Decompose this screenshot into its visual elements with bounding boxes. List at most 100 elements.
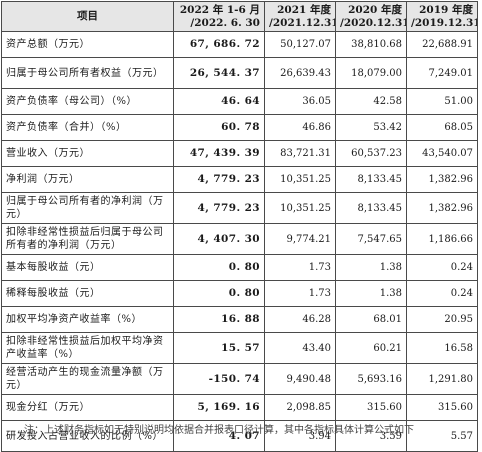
row-value-col-4: 51.00 [406,88,478,115]
table-row: 归属于母公司所有者权益（万元） 26, 544. 37 26,639.43 18,07… [1,57,478,89]
row-value-col-1: 47, 439. 39 [173,140,265,167]
row-label: 营业收入（万元） [1,140,174,167]
table-row: 归属于母公司所有者的净利润（万元） 4, 779. 23 10,351.25 8,13… [1,192,478,224]
header-2022h1: 2022 年 1-6 月/2022. 6. 30 [173,1,265,32]
row-label: 稀释每股收益（元） [1,280,174,307]
row-value-col-3: 68.01 [335,306,407,333]
row-label: 资产负债率（母公司）（%） [1,88,174,115]
row-value-col-3: 315.60 [335,394,407,421]
row-value-col-4: 0.24 [406,254,478,281]
row-value-col-2: 36.05 [264,88,336,115]
row-value-col-2: 2,098.85 [264,394,336,421]
row-value-col-3: 53.42 [335,114,407,141]
row-value-col-3: 42.58 [335,88,407,115]
row-value-col-4: 0.24 [406,280,478,307]
row-value-col-4: 1,382.96 [406,192,478,224]
row-label: 资产总额（万元） [1,31,174,58]
row-value-col-2: 1.73 [264,254,336,281]
row-value-col-3: 8,133.45 [335,166,407,193]
row-value-col-3: 60,537.23 [335,140,407,167]
header-2019: 2019 年度/2019.12.31 [406,1,478,32]
row-value-col-2: 9,490.48 [264,363,336,395]
row-value-col-2: 1.73 [264,280,336,307]
header-2021: 2021 年度/2021.12.31 [264,1,336,32]
row-value-col-2: 46.86 [264,114,336,141]
row-label: 基本每股收益（元） [1,254,174,281]
row-value-col-1: 4, 407. 30 [173,223,265,255]
row-value-col-2: 50,127.07 [264,31,336,58]
table-row: 资产总额（万元） 67, 686. 72 50,127.07 38,810.68 22,… [1,31,478,58]
row-value-col-2: 9,774.21 [264,223,336,255]
row-label: 资产负债率（合并）（%） [1,114,174,141]
header-2019-l2: /2019.12.31 [411,16,478,29]
row-value-col-4: 1,291.80 [406,363,478,395]
header-2020-l1: 2020 年度 [348,3,402,16]
row-value-col-1: 67, 686. 72 [173,31,265,58]
table-row: 扣除非经常性损益后加权平均净资产收益率（%） 15. 57 43.40 60.21 16… [1,332,478,364]
footnote: 注：上述财务指标如无特别说明均依据合并报表口径计算，其中各指标具体计算公式如下 [24,425,414,436]
row-value-col-1: 60. 78 [173,114,265,141]
row-label: 净利润（万元） [1,166,174,193]
row-label: 归属于母公司所有者的净利润（万元） [1,192,174,224]
row-label: 经营活动产生的现金流量净额（万元） [1,363,174,395]
row-value-col-3: 5,693.16 [335,363,407,395]
header-2019-l1: 2019 年度 [419,3,473,16]
row-value-col-2: 46.28 [264,306,336,333]
row-value-col-1: -150. 74 [173,363,265,395]
table-row: 资产负债率（母公司）（%） 46. 64 36.05 42.58 51.00 [1,88,478,115]
row-value-col-3: 38,810.68 [335,31,407,58]
row-label: 加权平均净资产收益率（%） [1,306,174,333]
row-value-col-3: 7,547.65 [335,223,407,255]
row-value-col-4: 16.58 [406,332,478,364]
row-value-col-4: 1,382.96 [406,166,478,193]
row-value-col-4: 68.05 [406,114,478,141]
row-value-col-4: 22,688.91 [406,31,478,58]
table-row: 经营活动产生的现金流量净额（万元） -150. 74 9,490.48 5,693.1… [1,363,478,395]
row-value-col-3: 60.21 [335,332,407,364]
table-row: 资产负债率（合并）（%） 60. 78 46.86 53.42 68.05 [1,114,478,141]
table-header-row: 项目 2022 年 1-6 月/2022. 6. 30 2021 年度/2021… [1,1,478,32]
row-value-col-4: 20.95 [406,306,478,333]
table-row: 营业收入（万元） 47, 439. 39 83,721.31 60,537.23 43,… [1,140,478,167]
table-row: 稀释每股收益（元） 0. 80 1.73 1.38 0.24 [1,280,478,307]
row-value-col-4: 5.57 [406,420,478,452]
table-row: 基本每股收益（元） 0. 80 1.73 1.38 0.24 [1,254,478,281]
row-value-col-4: 315.60 [406,394,478,421]
row-label: 现金分红（万元） [1,394,174,421]
row-value-col-1: 0. 80 [173,280,265,307]
row-label: 归属于母公司所有者权益（万元） [1,57,174,89]
row-value-col-1: 4, 779. 23 [173,192,265,224]
row-value-col-4: 43,540.07 [406,140,478,167]
row-value-col-2: 43.40 [264,332,336,364]
row-value-col-1: 16. 88 [173,306,265,333]
row-label: 扣除非经常性损益后归属于母公司所有者的净利润（万元） [1,223,174,255]
header-2021-l1: 2021 年度 [277,3,331,16]
header-2022h1-l1: 2022 年 1-6 月 [179,3,260,16]
header-2021-l2: /2021.12.31 [269,16,336,29]
row-value-col-1: 5, 169. 16 [173,394,265,421]
row-value-col-2: 10,351.25 [264,166,336,193]
header-2020: 2020 年度/2020.12.31 [335,1,407,32]
row-value-col-4: 1,186.66 [406,223,478,255]
row-value-col-3: 8,133.45 [335,192,407,224]
row-label: 扣除非经常性损益后加权平均净资产收益率（%） [1,332,174,364]
table-row: 扣除非经常性损益后归属于母公司所有者的净利润（万元） 4, 407. 30 9,77… [1,223,478,255]
table-row: 现金分红（万元） 5, 169. 16 2,098.85 315.60 315.60 [1,394,478,421]
header-2022h1-l2: /2022. 6. 30 [190,16,260,29]
row-value-col-2: 26,639.43 [264,57,336,89]
row-value-col-1: 15. 57 [173,332,265,364]
row-value-col-2: 83,721.31 [264,140,336,167]
row-value-col-1: 4, 779. 23 [173,166,265,193]
table-row: 加权平均净资产收益率（%） 16. 88 46.28 68.01 20.95 [1,306,478,333]
row-value-col-1: 46. 64 [173,88,265,115]
header-item: 项目 [1,1,174,32]
header-2020-l2: /2020.12.31 [340,16,407,29]
table-row: 净利润（万元） 4, 779. 23 10,351.25 8,133.45 1,382.… [1,166,478,193]
row-value-col-1: 26, 544. 37 [173,57,265,89]
row-value-col-4: 7,249.01 [406,57,478,89]
row-value-col-3: 18,079.00 [335,57,407,89]
row-value-col-3: 1.38 [335,254,407,281]
row-value-col-3: 1.38 [335,280,407,307]
row-value-col-2: 10,351.25 [264,192,336,224]
